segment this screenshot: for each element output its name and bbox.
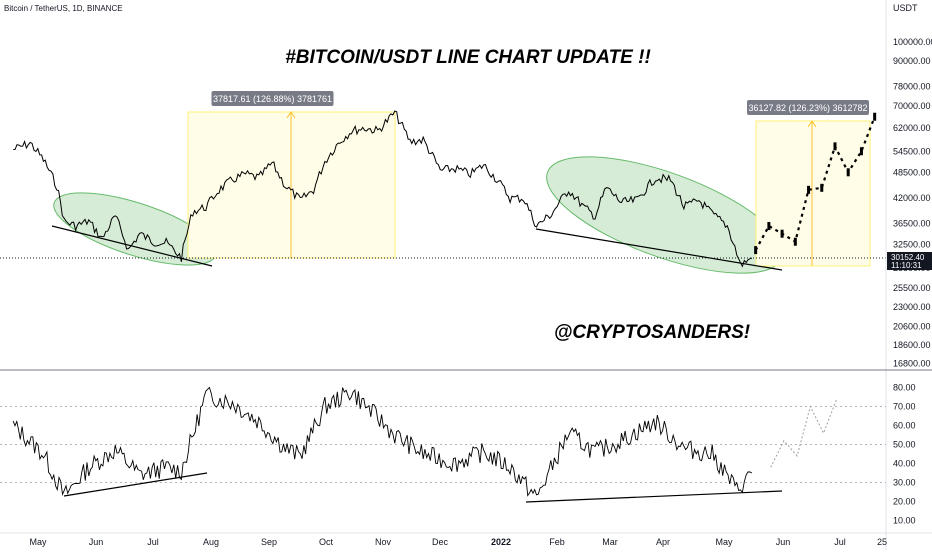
time-tick-label: Jun: [89, 537, 104, 547]
projection-bar: [780, 229, 784, 238]
projection-bar: [820, 183, 824, 192]
currency-label: USDT: [893, 3, 918, 13]
time-tick-label: May: [29, 537, 47, 547]
price-tick-label: 23000.00: [893, 302, 931, 312]
current-price-value: 30152.40: [891, 253, 925, 262]
time-tick-label: Nov: [375, 537, 392, 547]
price-line[interactable]: [13, 110, 753, 268]
price-tick-label: 100000.00: [893, 37, 932, 47]
price-tick-label: 25500.00: [893, 283, 931, 293]
current-price-countdown: 11:10:31: [891, 261, 922, 270]
rsi-tick-label: 60.00: [893, 421, 916, 431]
time-tick-label: Jul: [147, 537, 159, 547]
current-price-tag-bg: [887, 252, 932, 270]
projection-bar: [859, 147, 863, 156]
rsi-tick-label: 50.00: [893, 440, 916, 450]
price-tick-label: 36500.00: [893, 219, 931, 229]
time-tick-label: Dec: [432, 537, 449, 547]
price-tick-label: 78000.00: [893, 82, 931, 92]
price-tick-label: 70000.00: [893, 101, 931, 111]
watermark-handle: @CRYPTOSANDERS!: [554, 322, 750, 343]
projection-bar: [833, 142, 837, 151]
measure-box-2[interactable]: [755, 120, 871, 267]
current-price-tag: 30152.40 11:10:31: [887, 252, 932, 270]
time-tick-label: Oct: [319, 537, 334, 547]
projection-path[interactable]: [754, 116, 876, 251]
price-tick-label: 90000.00: [893, 56, 931, 66]
projection-bar: [793, 237, 797, 246]
measure-label-2: 36127.82 (126.23%) 3612782: [748, 103, 867, 113]
price-tick-label: 20600.00: [893, 322, 931, 332]
rsi-tick-label: 20.00: [893, 497, 916, 507]
measure-label-bg-2: [747, 100, 869, 115]
rsi-trendline-1[interactable]: [63, 472, 208, 497]
rsi-axis[interactable]: 80.00 70.00 60.00 50.00 40.00 30.00 20.00 10.00: [893, 383, 916, 526]
measure-label-1: 37817.61 (126.88%) 3781761: [213, 94, 332, 104]
time-tick-label: May: [715, 537, 733, 547]
rsi-tick-label: 10.00: [893, 516, 916, 526]
rsi-line[interactable]: [12, 386, 753, 497]
price-tick-label: 62000.00: [893, 123, 931, 133]
projection-bar: [873, 112, 877, 121]
measure-label-bg-1: [211, 91, 334, 106]
time-tick-label: Mar: [602, 537, 618, 547]
price-tick-label: 32500.00: [893, 239, 931, 249]
price-axis[interactable]: 100000.00 90000.00 78000.00 70000.00 62000.0…: [893, 37, 932, 369]
projection-bar: [767, 222, 771, 231]
rsi-tick-label: 80.00: [893, 383, 916, 393]
time-axis[interactable]: May Jun Jul Aug Sep Oct Nov Dec 2022 Feb Mar Apr May…: [29, 537, 887, 547]
price-pane[interactable]: 37817.61 (126.88%) 3781761 36127.82 (126.…: [0, 91, 886, 297]
chart-title: #BITCOIN/USDT LINE CHART UPDATE !!: [285, 47, 651, 68]
rsi-trendline-2[interactable]: [525, 490, 783, 503]
time-tick-label: Jul: [834, 537, 846, 547]
measure-arrowhead-1: [286, 111, 296, 119]
time-tick-label: Apr: [656, 537, 670, 547]
symbol-info[interactable]: Bitcoin / TetherUS, 1D, BINANCE: [4, 4, 123, 13]
time-tick-label: Sep: [261, 537, 277, 547]
price-tick-label: 42000.00: [893, 193, 931, 203]
time-tick-label: Jun: [776, 537, 791, 547]
rsi-tick-label: 40.00: [893, 459, 916, 469]
price-tick-label: 16800.00: [893, 358, 931, 368]
measure-arrowhead-2: [807, 120, 817, 128]
projection-bar: [807, 185, 811, 194]
rsi-tick-label: 70.00: [893, 402, 916, 412]
price-tick-label: 18600.00: [893, 340, 931, 350]
time-tick-label: 2022: [491, 537, 511, 547]
projection-bar: [754, 246, 758, 255]
rsi-tick-label: 30.00: [893, 478, 916, 488]
trendline-support-1[interactable]: [51, 225, 213, 267]
price-tick-label: 48500.00: [893, 167, 931, 177]
price-tick-label: 54500.00: [893, 146, 931, 156]
time-tick-label: Feb: [549, 537, 565, 547]
projection-bar: [846, 168, 850, 177]
time-tick-label: 25: [877, 537, 887, 547]
time-tick-label: Aug: [203, 537, 219, 547]
rsi-pane[interactable]: [0, 386, 886, 503]
rsi-projection: [770, 398, 838, 468]
